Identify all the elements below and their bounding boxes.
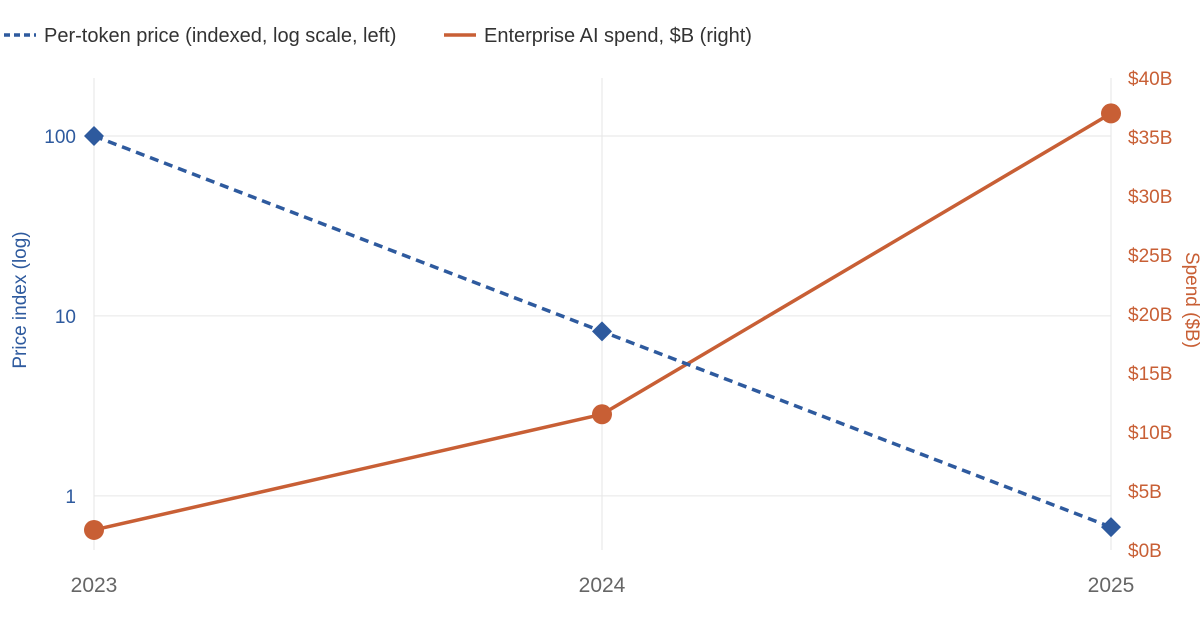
data-point-spend bbox=[84, 519, 104, 540]
grid bbox=[93, 78, 1112, 550]
data-point-spend bbox=[592, 404, 612, 425]
x-tick-label: 2023 bbox=[71, 574, 118, 597]
y-right-tick-label: $30B bbox=[1128, 187, 1172, 208]
y-right-tick-label: $10B bbox=[1128, 423, 1172, 444]
axes: 1 10 100 $0B $5B $10B $15B $20B $25B $30B $35B $40B… bbox=[44, 69, 1172, 597]
data-point-price bbox=[1101, 517, 1121, 538]
data-point-price bbox=[592, 321, 612, 342]
data-point-spend bbox=[1101, 103, 1121, 124]
y-right-tick-label: $20B bbox=[1128, 305, 1172, 326]
y-axis-left-title: Price index (log) bbox=[10, 231, 31, 368]
y-left-tick-label: 1 bbox=[65, 487, 76, 508]
y-right-tick-label: $35B bbox=[1128, 128, 1172, 149]
y-right-tick-label: $25B bbox=[1128, 246, 1172, 267]
y-right-tick-label: $15B bbox=[1128, 364, 1172, 385]
y-right-tick-label: $0B bbox=[1128, 541, 1162, 562]
legend-label-spend: Enterprise AI spend, $B (right) bbox=[484, 25, 752, 47]
series-layer bbox=[84, 103, 1121, 540]
y-left-tick-label: 100 bbox=[44, 127, 76, 148]
y-left-tick-label: 10 bbox=[55, 307, 76, 328]
y-axis-right-title: Spend ($B) bbox=[1181, 252, 1200, 348]
legend: Per-token price (indexed, log scale, lef… bbox=[4, 25, 752, 47]
x-tick-label: 2025 bbox=[1088, 574, 1135, 597]
y-right-tick-label: $5B bbox=[1128, 482, 1162, 503]
y-right-tick-label: $40B bbox=[1128, 69, 1172, 90]
data-point-price bbox=[84, 125, 104, 146]
legend-label-price: Per-token price (indexed, log scale, lef… bbox=[44, 25, 396, 47]
x-tick-label: 2024 bbox=[579, 574, 626, 597]
